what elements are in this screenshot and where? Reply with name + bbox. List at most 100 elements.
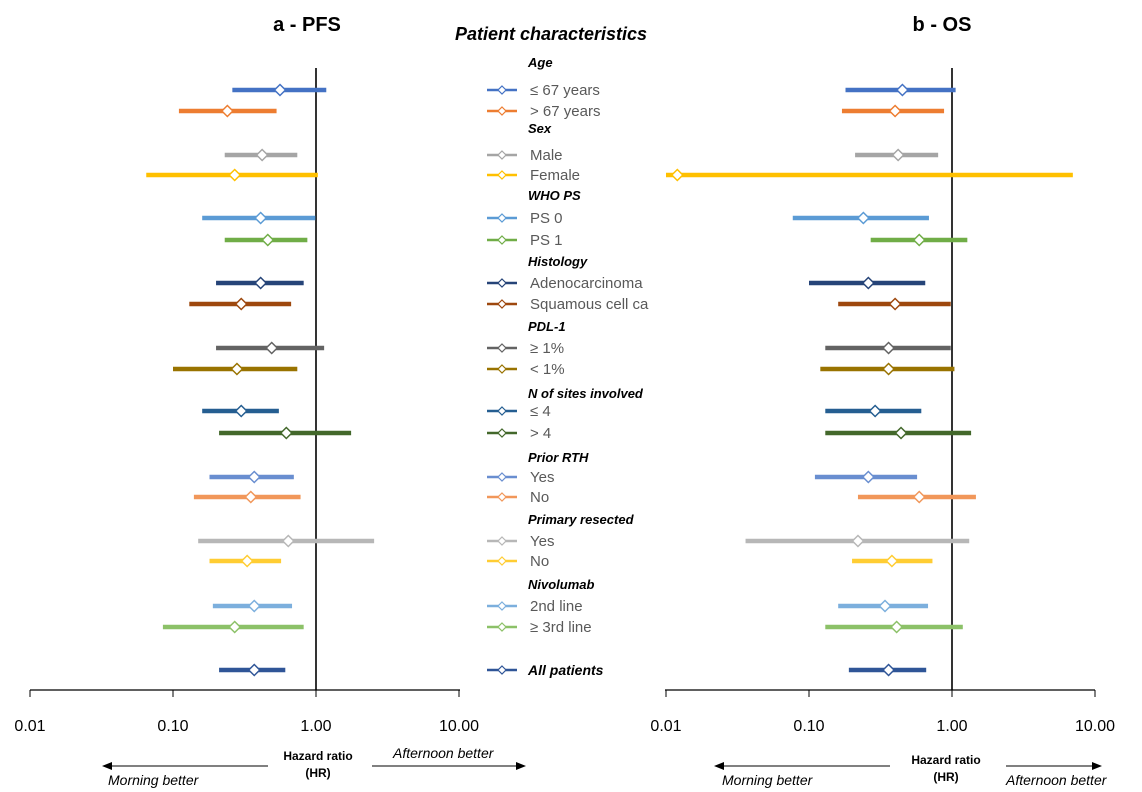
legend-item-label: < 1%	[530, 361, 565, 378]
os-hr-point	[856, 211, 870, 225]
legend-swatch-diamond	[497, 601, 507, 611]
os-tick-label: 0.10	[793, 718, 824, 735]
pfs-forest-marks	[146, 83, 375, 677]
pfs-hr-point	[228, 168, 242, 182]
os-forest-marks	[666, 83, 1073, 677]
os-tick-label: 1.00	[936, 718, 967, 735]
os-hr-point	[894, 426, 908, 440]
pfs-hr-point	[265, 341, 279, 355]
legend-group-title: N of sites involved	[528, 386, 644, 401]
legend-swatch-diamond	[497, 536, 507, 546]
legend-item-label: > 67 years	[530, 103, 600, 120]
os-hr-point	[891, 148, 905, 162]
pfs-hr-point	[234, 297, 248, 311]
legend-item-label: > 4	[530, 425, 551, 442]
legend-item-label: Female	[530, 167, 580, 184]
os-hr-point	[888, 297, 902, 311]
legend-item-label: PS 0	[530, 210, 563, 227]
legend-item-label: Squamous cell ca	[530, 296, 649, 313]
os-tick-label: 10.00	[1075, 718, 1115, 735]
os-hr-point	[912, 490, 926, 504]
os-hr-point	[912, 233, 926, 247]
os-hr-point	[868, 404, 882, 418]
legend-item-label: Male	[530, 147, 563, 164]
pfs-hr-label-line1: Hazard ratio	[283, 749, 352, 763]
pfs-panel-title: a - PFS	[273, 14, 341, 36]
legend-swatch-diamond	[497, 428, 507, 438]
legend-item-label: PS 1	[530, 232, 563, 249]
pfs-tick-label: 0.10	[157, 718, 188, 735]
os-panel-title: b - OS	[913, 14, 972, 36]
pfs-hr-point	[279, 426, 293, 440]
legend-swatch-diamond	[497, 472, 507, 482]
legend-swatch-diamond	[497, 170, 507, 180]
os-tick-label: 0.01	[650, 718, 681, 735]
pfs-hr-label-line2: (HR)	[305, 766, 330, 780]
os-x-axis: 0.01 0.10 1.00 10.00	[650, 689, 1115, 735]
legend-swatch-diamond	[497, 406, 507, 416]
legend-swatch-diamond	[497, 150, 507, 160]
pfs-tick-label: 0.01	[14, 718, 45, 735]
legend-swatch-diamond	[497, 213, 507, 223]
legend-swatch-diamond	[497, 364, 507, 374]
pfs-hr-point	[273, 83, 287, 97]
pfs-morning-arrow-head	[102, 762, 112, 770]
pfs-afternoon-arrow-head	[516, 762, 526, 770]
legend-item-label: ≥ 1%	[530, 340, 564, 357]
legend-swatch-diamond	[497, 492, 507, 502]
legend-swatch-diamond	[497, 299, 507, 309]
os-hr-point	[881, 341, 896, 355]
pfs-hr-point	[220, 104, 234, 118]
legend-group-title: Prior RTH	[528, 450, 589, 465]
pfs-hr-point	[247, 470, 261, 484]
legend-item-label: ≤ 4	[530, 403, 551, 420]
os-hr-label-line2: (HR)	[933, 770, 958, 784]
os-hr-point	[895, 83, 909, 97]
os-hr-label-line1: Hazard ratio	[911, 753, 980, 767]
legend-item-label: Yes	[530, 469, 554, 486]
legend-group-title: Primary resected	[528, 512, 635, 527]
pfs-hr-point	[281, 534, 295, 548]
pfs-hr-point	[261, 233, 275, 247]
os-afternoon-arrow-head	[1092, 762, 1102, 770]
legend-swatch-diamond	[497, 556, 507, 566]
os-hr-point	[890, 620, 904, 634]
pfs-hr-point	[228, 620, 242, 634]
legend-group-title: Sex	[528, 121, 552, 136]
pfs-hr-point	[244, 490, 258, 504]
legend-swatch-diamond	[497, 278, 507, 288]
pfs-hr-point	[247, 599, 261, 613]
legend-group-title: Nivolumab	[528, 577, 595, 592]
pfs-hr-point	[234, 404, 248, 418]
legend-item-label: 2nd line	[530, 598, 583, 615]
pfs-hr-point	[255, 148, 269, 162]
center-title: Patient characteristics	[455, 24, 647, 44]
os-hr-point	[861, 276, 875, 290]
os-morning-arrow-head	[714, 762, 724, 770]
legend-swatch-diamond	[497, 622, 507, 632]
os-hr-point	[861, 470, 875, 484]
os-hr-point	[888, 104, 902, 118]
pfs-hr-point	[240, 554, 254, 568]
os-morning-label: Morning better	[722, 772, 814, 788]
os-hr-point	[885, 554, 899, 568]
pfs-x-axis: 0.01 0.10 1.00 10.00	[14, 689, 479, 735]
os-hr-point	[881, 663, 896, 677]
os-hr-point	[881, 362, 896, 376]
os-afternoon-label: Afternoon better	[1005, 772, 1108, 788]
pfs-hr-point	[254, 211, 268, 225]
os-hr-point	[670, 168, 684, 182]
legend-swatch-diamond	[497, 106, 507, 116]
pfs-morning-label: Morning better	[108, 772, 200, 788]
legend-swatch-diamond	[497, 665, 507, 675]
legend-item-label: Adenocarcinoma	[530, 275, 643, 292]
legend-item-label: No	[530, 553, 549, 570]
pfs-afternoon-label: Afternoon better	[392, 745, 495, 761]
legend-item-label: No	[530, 489, 549, 506]
legend-swatch-diamond	[497, 85, 507, 95]
legend-group-title: PDL-1	[528, 319, 566, 334]
legend-swatch-diamond	[497, 235, 507, 245]
pfs-tick-label: 1.00	[300, 718, 331, 735]
